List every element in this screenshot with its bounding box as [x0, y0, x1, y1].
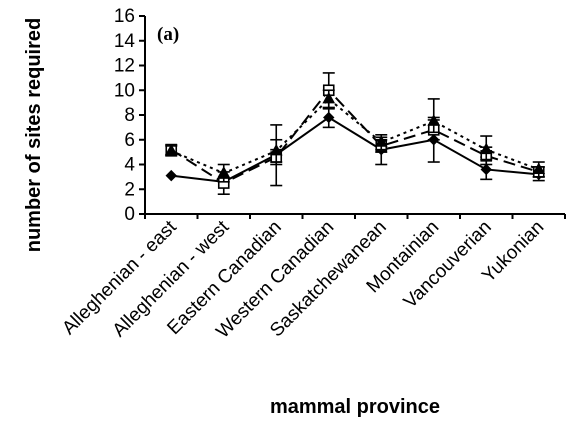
- series-layer: [164, 72, 546, 195]
- data-point: [322, 91, 336, 104]
- y-tick-label: 4: [124, 155, 135, 176]
- y-ticks: 0 2 4 6 8 10 12 14 16: [114, 6, 145, 225]
- data-point: [323, 111, 335, 124]
- y-tick-label: 14: [114, 31, 136, 52]
- data-point: [164, 143, 178, 156]
- data-point: [479, 142, 493, 155]
- y-tick-label: 8: [124, 105, 135, 126]
- y-axis-title: number of sites required: [23, 18, 45, 253]
- x-axis-title: mammal province: [270, 396, 440, 418]
- y-tick-label: 12: [114, 56, 135, 77]
- y-tick-label: 10: [114, 80, 135, 101]
- y-tick-label: 0: [124, 204, 135, 225]
- panel-label: (a): [157, 24, 179, 45]
- y-tick-label: 6: [124, 130, 135, 151]
- y-tick-label: 2: [124, 179, 135, 200]
- y-tick-label: 16: [114, 6, 135, 27]
- data-point: [269, 143, 283, 156]
- data-point: [427, 114, 441, 126]
- series-line: [170, 88, 540, 185]
- data-point: [480, 163, 492, 176]
- data-point: [532, 162, 546, 174]
- series-line: [171, 116, 539, 183]
- data-point: [374, 135, 388, 147]
- data-point: [165, 169, 177, 182]
- series-3: [164, 89, 546, 183]
- data-point: [217, 166, 231, 178]
